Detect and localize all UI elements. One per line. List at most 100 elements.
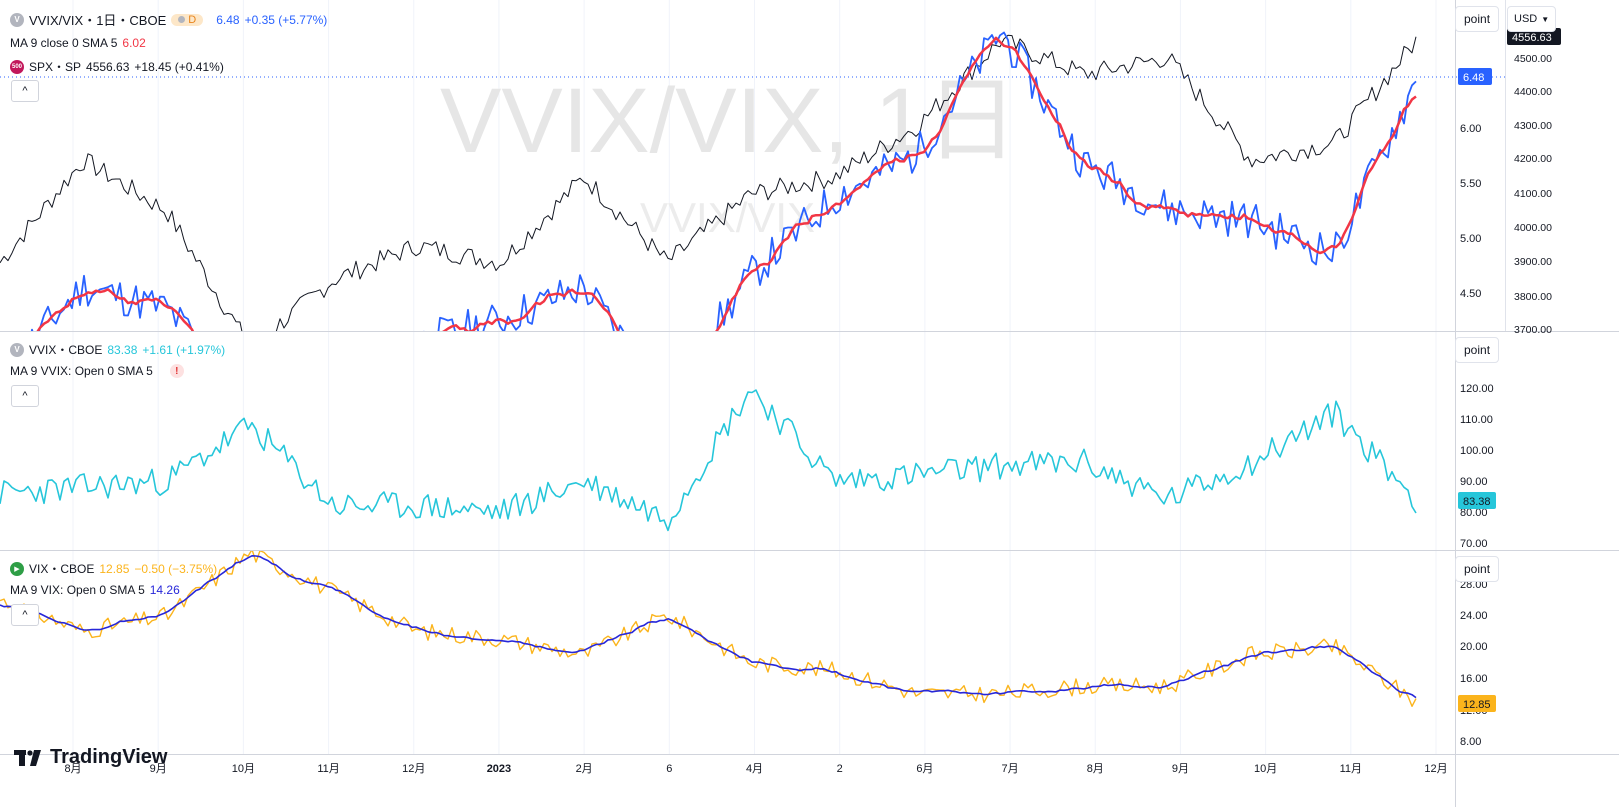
time-axis-label: 2023 bbox=[487, 763, 511, 775]
pane1-price-tag: 6.48 bbox=[1463, 72, 1484, 84]
interval-badge-label: D bbox=[188, 13, 197, 26]
tradingview-logo[interactable]: TradingView bbox=[14, 746, 167, 769]
pane2-axis-tick-label: 70.00 bbox=[1460, 538, 1488, 550]
time-axis-label: 12月 bbox=[1424, 763, 1447, 775]
pane2-legend-row[interactable]: V VVIX・CBOE 83.38 +1.61 (+1.97%) bbox=[10, 341, 225, 358]
spx-axis-tick-label: 3800.00 bbox=[1514, 291, 1552, 303]
pane3-axis-tick-label: 8.00 bbox=[1460, 736, 1481, 748]
pane1-collapse-button[interactable]: ^ bbox=[11, 80, 39, 102]
pane2-symbol[interactable]: VVIX・CBOE bbox=[29, 343, 103, 357]
pane2-point-button[interactable]: point bbox=[1455, 337, 1500, 363]
chevron-up-icon: ^ bbox=[22, 390, 28, 402]
pane3-ma-label[interactable]: MA 9 VIX: Open 0 SMA 5 bbox=[10, 583, 145, 597]
vix-series-line bbox=[0, 551, 1417, 707]
watermark-title: VVIX/VIX, 1日 bbox=[440, 70, 1018, 172]
time-axis-label: 8月 bbox=[64, 763, 81, 775]
pane3-price-tag: 12.85 bbox=[1463, 699, 1491, 711]
spx-axis-tick-label: 3900.00 bbox=[1514, 256, 1552, 268]
spx-axis-tick-label: 4500.00 bbox=[1514, 53, 1552, 65]
pane3-change: −0.50 (−3.75%) bbox=[134, 561, 218, 576]
pane1-change: +0.35 (+5.77%) bbox=[244, 12, 328, 27]
pane3-symbol[interactable]: VIX・CBOE bbox=[29, 562, 95, 576]
pane1-spx-row[interactable]: 500 SPX・SP 4556.63 +18.45 (+0.41%) bbox=[10, 58, 224, 75]
pane1-ma-value: 6.02 bbox=[122, 36, 146, 50]
pane1-symbol[interactable]: VVIX/VIX・1日・CBOE bbox=[29, 13, 167, 28]
interval-badge[interactable]: D bbox=[171, 13, 204, 26]
currency-label: USD bbox=[1514, 13, 1538, 25]
pane2-change: +1.61 (+1.97%) bbox=[142, 342, 226, 357]
spx-axis-tick-label: 3700.00 bbox=[1514, 324, 1552, 336]
symbol-logo-icon: ▶ bbox=[10, 561, 24, 576]
spx-series-line bbox=[0, 34, 1417, 331]
pane2-axis-tick-label: 120.00 bbox=[1460, 383, 1494, 395]
pane1-axis-tick-label: 6.00 bbox=[1460, 123, 1481, 135]
pane3-collapse-button[interactable]: ^ bbox=[11, 604, 39, 626]
pane1-axis-tick-label: 4.50 bbox=[1460, 288, 1481, 300]
time-axis-label: 6 bbox=[666, 763, 672, 775]
pane2-axis-tick-label: 110.00 bbox=[1460, 414, 1493, 426]
spx-label[interactable]: SPX・SP bbox=[29, 60, 82, 74]
vvix-series-line bbox=[0, 389, 1417, 532]
ma-series-line bbox=[36, 36, 1417, 331]
pane1-axis-tick-label: 5.50 bbox=[1460, 178, 1481, 190]
pane3-axis-tick-label: 24.00 bbox=[1460, 610, 1488, 622]
spx-axis-tick-label: 4200.00 bbox=[1514, 153, 1552, 165]
spx-axis-tick-label: 4000.00 bbox=[1514, 222, 1552, 234]
symbol-logo-icon: V bbox=[10, 12, 24, 27]
chevron-up-icon: ^ bbox=[22, 85, 28, 97]
spx-price-tag-bg bbox=[1507, 28, 1561, 45]
chevron-up-icon: ^ bbox=[22, 609, 28, 621]
pane2-axis-tick-label: 80.00 bbox=[1460, 507, 1488, 519]
spx-last: 4556.63 bbox=[86, 59, 130, 74]
pane3-legend-row[interactable]: ▶ VIX・CBOE 12.85 −0.50 (−3.75%) bbox=[10, 560, 217, 577]
time-axis-label: 11月 bbox=[1340, 763, 1362, 775]
pane2-price-tag-bg bbox=[1458, 492, 1496, 509]
pane3-ma-value: 14.26 bbox=[149, 583, 180, 597]
pane1-last: 6.48 bbox=[216, 12, 240, 27]
spx-logo-icon: 500 bbox=[10, 59, 24, 74]
pane1-ma-label[interactable]: MA 9 close 0 SMA 5 bbox=[10, 36, 118, 50]
time-axis-label: 10月 bbox=[1254, 763, 1277, 775]
vvix-vix-series-line bbox=[30, 31, 1417, 331]
pane2-collapse-button[interactable]: ^ bbox=[11, 385, 39, 407]
warning-icon[interactable]: ! bbox=[169, 364, 184, 378]
pane1-point-label: point bbox=[1464, 12, 1491, 26]
pane2-axis-tick-label: 100.00 bbox=[1460, 445, 1494, 457]
symbol-logo-icon: V bbox=[10, 342, 24, 357]
pane1-legend-row[interactable]: V VVIX/VIX・1日・CBOE D 6.48 +0.35 (+5.77%) bbox=[10, 10, 327, 29]
pane1-axis-tick-label: 5.00 bbox=[1460, 233, 1481, 245]
pane1-ma-row[interactable]: MA 9 close 0 SMA 5 6.02 bbox=[10, 36, 146, 50]
spx-axis-tick-label: 4300.00 bbox=[1514, 120, 1552, 132]
pane1-point-button[interactable]: point bbox=[1455, 6, 1500, 32]
pane3-ma-row[interactable]: MA 9 VIX: Open 0 SMA 5 14.26 bbox=[10, 583, 180, 597]
market-status-dot-icon bbox=[178, 16, 186, 23]
spx-change: +18.45 (+0.41%) bbox=[134, 59, 224, 74]
watermark-subtitle: VVIX/VIX bbox=[640, 194, 815, 241]
time-axis-label: 7月 bbox=[1002, 763, 1019, 775]
vix-ma-series-line bbox=[0, 555, 1417, 699]
pane2-last: 83.38 bbox=[107, 342, 138, 357]
pane2-ma-row[interactable]: MA 9 VVIX: Open 0 SMA 5 ! bbox=[10, 364, 184, 378]
time-axis-label: 2 bbox=[837, 763, 843, 775]
spx-axis-tick-label: 4100.00 bbox=[1514, 188, 1552, 200]
pane2-point-label: point bbox=[1464, 343, 1491, 357]
pane2-price-tag: 83.38 bbox=[1463, 496, 1491, 508]
time-axis-label: 6月 bbox=[916, 763, 933, 775]
pane3-point-button[interactable]: point bbox=[1455, 556, 1500, 582]
time-axis-label: 11月 bbox=[317, 763, 339, 775]
pane3-last: 12.85 bbox=[99, 561, 130, 576]
time-axis-label: 9月 bbox=[150, 763, 167, 775]
pane3-axis-tick-label: 16.00 bbox=[1460, 673, 1488, 685]
time-axis-label: 2月 bbox=[576, 763, 593, 775]
brand-name: TradingView bbox=[50, 746, 168, 768]
currency-selector[interactable]: USD ▼ bbox=[1507, 6, 1557, 32]
pane2-ma-label[interactable]: MA 9 VVIX: Open 0 SMA 5 bbox=[10, 364, 153, 378]
spx-price-tag: 4556.63 bbox=[1512, 32, 1552, 44]
time-axis-label: 4月 bbox=[746, 763, 763, 775]
pane3-axis-tick-label: 28.00 bbox=[1460, 579, 1488, 591]
pane3-axis-tick-label: 20.00 bbox=[1460, 641, 1488, 653]
pane3-price-tag-bg bbox=[1458, 695, 1496, 712]
